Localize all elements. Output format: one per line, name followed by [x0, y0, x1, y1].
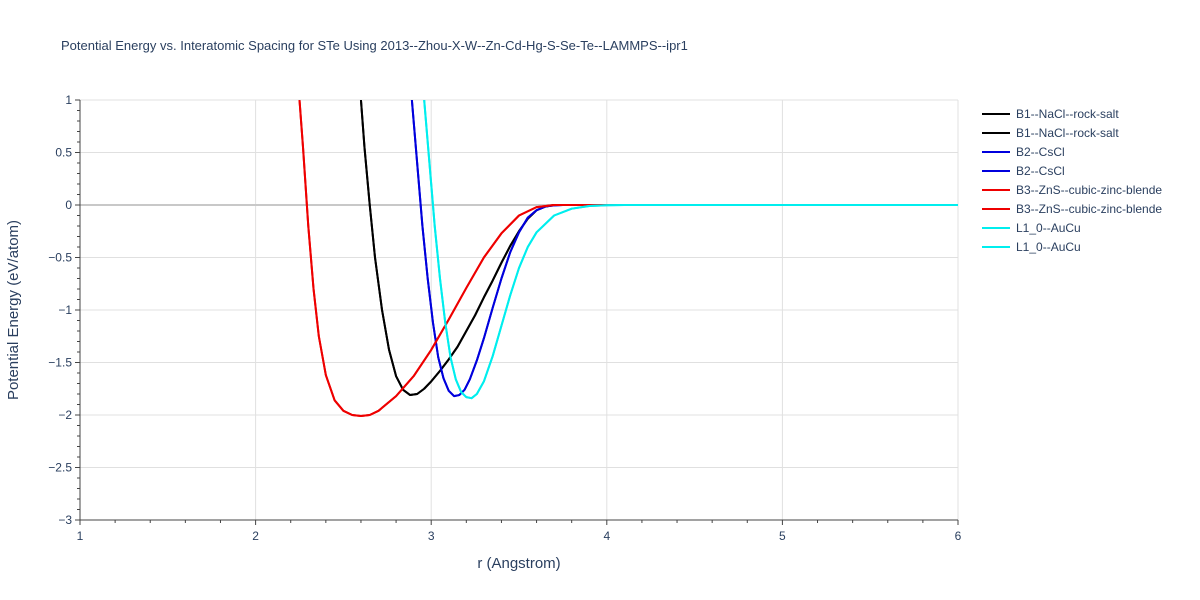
legend-item[interactable]: B1--NaCl--rock-salt	[982, 126, 1119, 140]
y-tick-label: 0.5	[55, 146, 72, 160]
legend-item[interactable]: B2--CsCl	[982, 164, 1065, 178]
x-tick-label: 1	[77, 529, 84, 543]
legend-item[interactable]: B2--CsCl	[982, 145, 1065, 159]
y-tick-label: −0.5	[48, 251, 72, 265]
x-axis-title: r (Angstrom)	[477, 555, 560, 572]
legend-label: L1_0--AuCu	[1016, 240, 1081, 254]
x-tick-label: 3	[428, 529, 435, 543]
x-tick-label: 6	[955, 529, 962, 543]
legend-item[interactable]: B3--ZnS--cubic-zinc-blende	[982, 202, 1162, 216]
legend-label: B2--CsCl	[1016, 145, 1065, 159]
legend-item[interactable]: L1_0--AuCu	[982, 221, 1081, 235]
series-line-6	[423, 100, 958, 400]
legend-label: L1_0--AuCu	[1016, 221, 1081, 235]
series-line-7	[423, 100, 958, 400]
legend[interactable]: B1--NaCl--rock-salt B1--NaCl--rock-salt B2…	[982, 107, 1162, 254]
x-tick-label: 2	[252, 529, 259, 543]
chart-title: Potential Energy vs. Interatomic Spacing…	[61, 38, 688, 53]
y-axis-title: Potential Energy (eV/atom)	[5, 220, 22, 400]
y-tick-label: −1	[58, 303, 72, 317]
grid	[80, 99, 959, 520]
legend-item[interactable]: B1--NaCl--rock-salt	[982, 107, 1119, 121]
y-tick-label: 1	[65, 93, 72, 107]
legend-label: B3--ZnS--cubic-zinc-blende	[1016, 202, 1162, 216]
y-tick-label: −2	[58, 408, 72, 422]
series-line-4	[298, 100, 958, 418]
x-tick-label: 5	[779, 529, 786, 543]
legend-label: B1--NaCl--rock-salt	[1016, 126, 1119, 140]
x-tick-label: 4	[603, 529, 610, 543]
y-tick-label: −1.5	[48, 356, 72, 370]
y-tick-label: −2.5	[48, 461, 72, 475]
axes: 1 2 3 4 5 6 1 0.5 0 −0.5 −1 −1.5 −2 −2.5 −3	[48, 93, 961, 543]
y-tick-label: −3	[58, 513, 72, 527]
series-group	[298, 100, 958, 418]
y-tick-label: 0	[65, 198, 72, 212]
legend-item[interactable]: L1_0--AuCu	[982, 240, 1081, 254]
legend-label: B3--ZnS--cubic-zinc-blende	[1016, 183, 1162, 197]
legend-item[interactable]: B3--ZnS--cubic-zinc-blende	[982, 183, 1162, 197]
legend-label: B1--NaCl--rock-salt	[1016, 107, 1119, 121]
series-line-5	[298, 100, 958, 418]
legend-label: B2--CsCl	[1016, 164, 1065, 178]
